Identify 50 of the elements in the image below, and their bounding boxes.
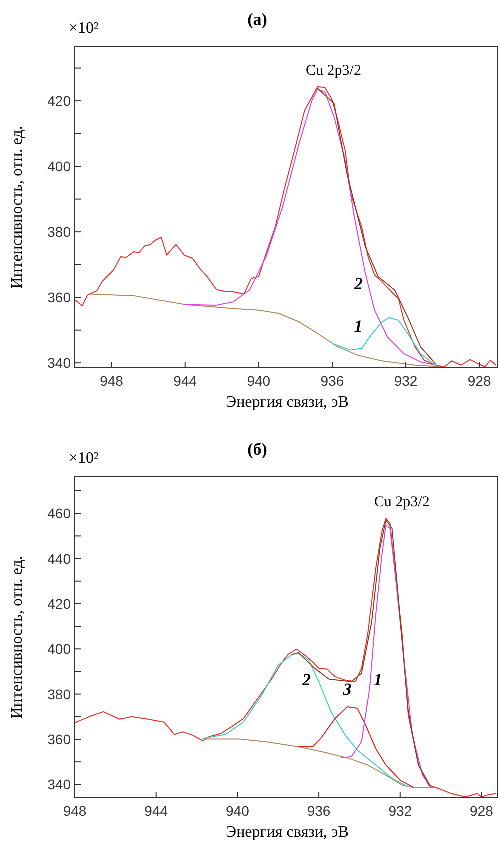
series-label: 2 bbox=[354, 274, 364, 294]
y-axis-title: Интенсивность, отн. ед. bbox=[9, 126, 26, 289]
line-series bbox=[202, 738, 436, 789]
annotation: Cu 2p3/2 bbox=[306, 62, 362, 79]
x-tick-label: 936 bbox=[307, 803, 331, 819]
line-series bbox=[298, 706, 414, 788]
x-axis-title: Энергия связи, эВ bbox=[226, 394, 349, 411]
x-tick-label: 944 bbox=[144, 803, 168, 819]
line-series bbox=[317, 88, 436, 364]
y-tick-label: 440 bbox=[48, 550, 72, 567]
y-tick-label: 420 bbox=[48, 596, 72, 612]
y-tick-label: 340 bbox=[48, 355, 72, 372]
x-tick-label: 936 bbox=[320, 373, 344, 389]
annotation: Cu 2p3/2 bbox=[374, 494, 430, 511]
text: ×10² bbox=[69, 20, 100, 37]
y-tick-label: 340 bbox=[48, 776, 72, 793]
line-series bbox=[340, 524, 432, 788]
x-tick-label: 940 bbox=[226, 803, 250, 819]
series-label: 3 bbox=[342, 680, 352, 699]
series-label: 1 bbox=[354, 316, 363, 336]
x-tick-label: 928 bbox=[470, 803, 494, 819]
line-series bbox=[332, 317, 436, 366]
y-tick-label: 360 bbox=[48, 731, 72, 748]
x-axis-title: Энергия связи, эВ bbox=[226, 824, 349, 841]
y-tick-label: 380 bbox=[48, 224, 72, 240]
y-tick-label: 400 bbox=[48, 158, 72, 175]
series-label: 1 bbox=[374, 670, 382, 690]
x-tick-label: 944 bbox=[174, 373, 198, 389]
line-series bbox=[89, 294, 442, 368]
x-tick-label: 940 bbox=[247, 373, 271, 389]
y-tick-label: 360 bbox=[48, 290, 72, 306]
text: ×10² bbox=[69, 450, 100, 467]
series-label: 2 bbox=[301, 670, 312, 690]
y-tick-label: 380 bbox=[48, 686, 72, 702]
y-tick-label: 420 bbox=[48, 93, 72, 110]
line-series bbox=[292, 520, 432, 788]
y-tick-label: 400 bbox=[48, 641, 72, 658]
x-tick-label: 932 bbox=[394, 373, 418, 389]
y-axis-title: Интенсивность, отн. ед. bbox=[9, 556, 26, 719]
x-tick-label: 932 bbox=[388, 803, 412, 819]
line-series bbox=[75, 86, 497, 368]
line-series bbox=[184, 89, 442, 367]
line-series bbox=[202, 653, 410, 788]
x-tick-label: 948 bbox=[100, 373, 124, 389]
x-tick-label: 948 bbox=[63, 803, 87, 819]
chart-title: (a) bbox=[248, 10, 268, 29]
chart-title: (б) bbox=[248, 440, 268, 459]
y-tick-label: 460 bbox=[48, 506, 72, 522]
x-tick-label: 928 bbox=[468, 373, 492, 389]
line-series bbox=[75, 518, 496, 798]
